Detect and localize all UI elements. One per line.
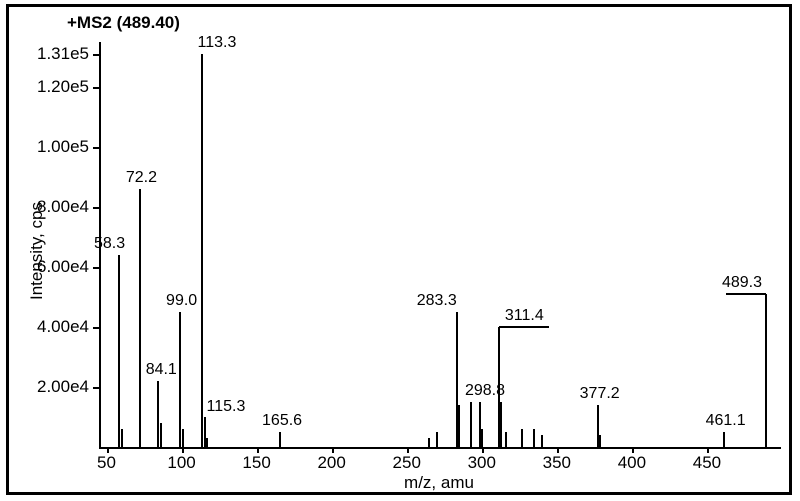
y-tick-label: 4.00e4	[29, 317, 89, 337]
spectrum-peak	[182, 429, 184, 447]
spectrum-peak	[201, 54, 203, 447]
y-tick	[93, 207, 99, 209]
y-tick-label: 6.00e4	[29, 257, 89, 277]
peak-label: 115.3	[207, 398, 246, 416]
x-tick-label: 200	[307, 453, 357, 473]
x-tick-label: 350	[532, 453, 582, 473]
x-tick-label: 150	[232, 453, 282, 473]
spectrum-peak	[541, 435, 543, 447]
leader-line	[726, 293, 766, 295]
peak-label: 99.0	[166, 292, 197, 310]
spectrum-peak	[160, 423, 162, 447]
spectrum-peak	[458, 405, 460, 447]
spectrum-peak	[481, 429, 483, 447]
spectrum-peak	[428, 438, 430, 447]
spectrum-peak	[436, 432, 438, 447]
peak-label: 311.4	[505, 307, 544, 325]
spectrum-peak	[206, 438, 208, 447]
y-tick	[93, 54, 99, 56]
spectrum-frame: +MS2 (489.40) Intensity, cps m/z, amu 2.…	[6, 4, 792, 495]
spectrum-peak	[505, 432, 507, 447]
x-tick-label: 50	[82, 453, 132, 473]
peak-label: 58.3	[94, 235, 125, 253]
x-tick-label: 400	[607, 453, 657, 473]
leader-line	[499, 326, 549, 328]
y-tick-label: 8.00e4	[29, 197, 89, 217]
spectrum-peak	[139, 189, 141, 447]
peak-label: 283.3	[417, 292, 457, 310]
spectrum-peak	[121, 429, 123, 447]
x-axis-label: m/z, amu	[369, 473, 509, 493]
y-tick-label: 1.20e5	[29, 77, 89, 97]
spectrum-peak	[533, 429, 535, 447]
spectrum-peak	[118, 255, 120, 447]
peak-label: 72.2	[126, 169, 157, 187]
y-tick	[93, 87, 99, 89]
y-tick-label: 1.00e5	[29, 137, 89, 157]
spectrum-peak	[597, 405, 599, 447]
spectrum-peak	[279, 432, 281, 447]
spectrum-peak	[723, 432, 725, 447]
y-tick	[93, 147, 99, 149]
peak-label: 461.1	[706, 412, 746, 430]
chart-title: +MS2 (489.40)	[67, 13, 180, 33]
peak-label: 489.3	[722, 274, 762, 292]
y-tick-label: 2.00e4	[29, 377, 89, 397]
spectrum-peak	[765, 294, 767, 447]
y-tick-label: 1.31e5	[29, 44, 89, 64]
x-tick-label: 450	[682, 453, 732, 473]
y-tick	[93, 267, 99, 269]
spectrum-peak	[470, 402, 472, 447]
x-tick-label: 250	[382, 453, 432, 473]
peak-label: 113.3	[198, 34, 237, 52]
x-tick-label: 100	[157, 453, 207, 473]
spectrum-peak	[599, 435, 601, 447]
peak-label: 84.1	[146, 361, 177, 379]
spectrum-peak	[521, 429, 523, 447]
peak-label: 377.2	[580, 385, 620, 403]
y-tick	[93, 387, 99, 389]
y-tick	[93, 327, 99, 329]
peak-label: 165.6	[262, 412, 302, 430]
spectrum-peak	[157, 381, 159, 447]
x-tick-label: 300	[457, 453, 507, 473]
spectrum-peak	[179, 312, 181, 447]
spectrum-peak	[500, 402, 502, 447]
